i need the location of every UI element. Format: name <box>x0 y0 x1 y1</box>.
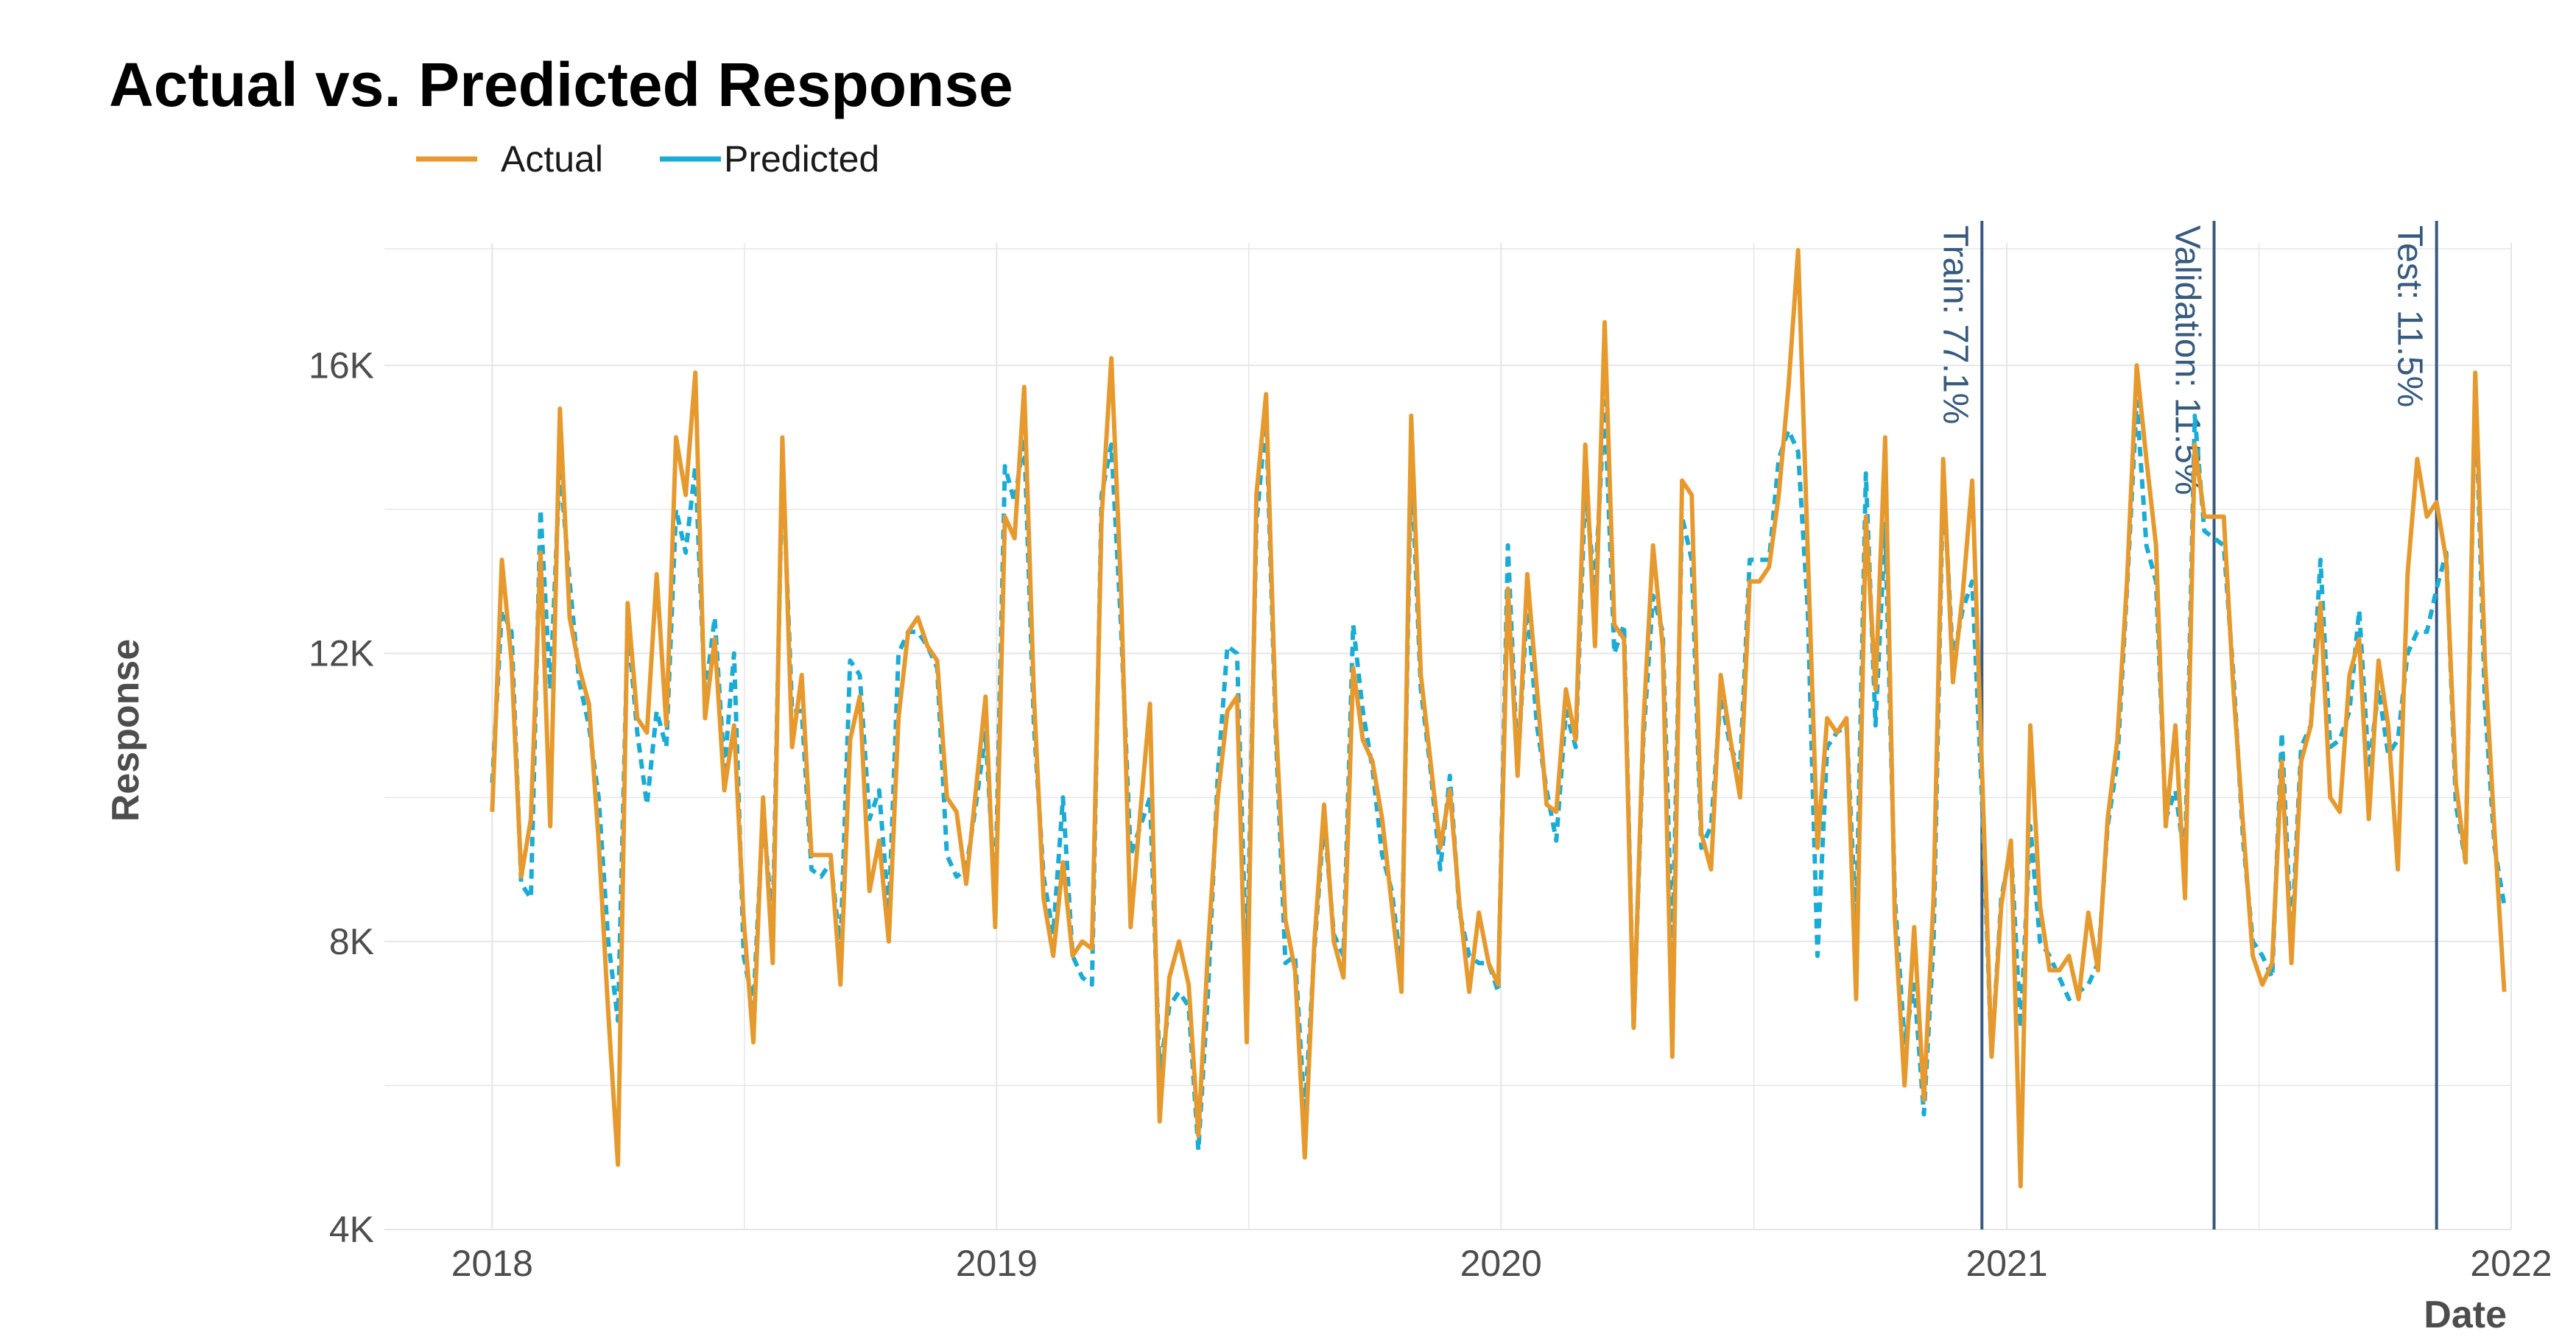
y-tick-label: 16K <box>309 345 374 386</box>
x-tick-label: 2018 <box>451 1243 533 1284</box>
grid <box>384 243 2512 1230</box>
split-label: Train: 77.1% <box>1935 225 1974 424</box>
split-label: Test: 11.5% <box>2390 225 2429 407</box>
x-tick-label: 2019 <box>956 1243 1038 1284</box>
x-axis-ticks: 2018 2019 2020 2021 2022 <box>451 1243 2552 1284</box>
legend-label-predicted: Predicted <box>724 138 879 180</box>
y-axis-title: Response <box>105 639 147 822</box>
legend-label-actual: Actual <box>501 138 603 180</box>
series-line-actual <box>490 247 2507 1189</box>
y-tick-label: 4K <box>329 1209 374 1250</box>
split-lines: Train: 77.1% Validation: 11.5% Test: 11.5% <box>1935 221 2438 1230</box>
chart-title: Actual vs. Predicted Response <box>109 50 1013 119</box>
y-axis-ticks: 4K 8K 12K 16K <box>309 345 374 1250</box>
x-tick-label: 2022 <box>2470 1243 2552 1284</box>
x-tick-label: 2021 <box>1966 1243 2047 1284</box>
y-tick-label: 8K <box>329 921 374 962</box>
x-axis-title: Date <box>2424 1294 2507 1336</box>
split-label: Validation: 11.5% <box>2168 225 2207 495</box>
x-tick-label: 2020 <box>1460 1243 1542 1284</box>
legend: Actual Predicted <box>416 138 879 180</box>
y-tick-label: 12K <box>309 633 374 674</box>
